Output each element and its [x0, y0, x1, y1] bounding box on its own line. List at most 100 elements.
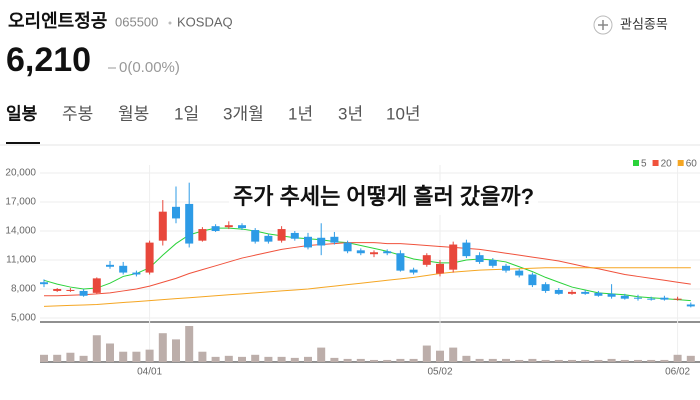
volume-bar	[119, 351, 128, 362]
candle-body	[568, 291, 576, 294]
volume-bar	[581, 359, 590, 362]
candle-body	[185, 203, 194, 244]
volume-bar	[356, 358, 365, 362]
watch-button[interactable]: 관심종목	[593, 15, 668, 35]
volume-bar	[660, 359, 669, 362]
volume-bar	[396, 358, 405, 362]
candle-body	[290, 232, 299, 239]
candle-body	[528, 274, 537, 286]
volume-bar	[40, 354, 48, 362]
volume-bar	[290, 357, 299, 362]
candle-body	[53, 289, 62, 291]
volume-bar	[145, 349, 154, 362]
volume-bar	[92, 335, 101, 362]
market: KOSDAQ	[177, 14, 233, 29]
legend-label: 20	[661, 159, 673, 170]
period-tab[interactable]: 월봉	[118, 104, 149, 123]
candle-body	[119, 265, 128, 273]
candle-body	[106, 264, 114, 267]
period-tab[interactable]: 3년	[338, 104, 363, 123]
plus-sign	[598, 20, 608, 30]
volume-bar	[541, 359, 550, 362]
plus-icon	[593, 15, 613, 35]
volume-bar	[185, 326, 194, 362]
volume-bar	[607, 358, 616, 362]
period-tab[interactable]: 10년	[386, 104, 421, 123]
candle-body	[317, 237, 326, 246]
volume-bar	[462, 355, 471, 362]
candle-body	[594, 292, 603, 296]
candle-body	[686, 304, 695, 307]
volume-bar	[277, 356, 286, 362]
volume-bar	[475, 358, 484, 362]
candle-body	[634, 297, 642, 299]
title-background	[229, 181, 539, 215]
candle-body	[224, 225, 233, 228]
candle-body	[475, 255, 484, 262]
candle-body	[277, 229, 286, 241]
x-tick-label: 06/02	[665, 367, 690, 378]
candle-body	[436, 263, 444, 274]
candle-body	[304, 236, 312, 248]
candle-body	[92, 278, 101, 293]
moving-average-line	[43, 227, 691, 302]
stock-name: 오리엔트정공	[8, 11, 107, 31]
period-tab[interactable]: 1년	[288, 104, 313, 123]
x-tick-label: 04/01	[137, 367, 162, 378]
period-tab[interactable]: 주봉	[62, 104, 93, 123]
candle-body	[40, 282, 48, 285]
legend-swatch	[633, 160, 639, 166]
candle-body	[554, 289, 563, 294]
volume-bar	[106, 343, 114, 362]
legend-swatch	[652, 160, 659, 166]
volume-bar	[620, 359, 629, 362]
price: 6,210	[6, 41, 91, 79]
volume-bar	[264, 356, 273, 362]
candle-body	[251, 230, 260, 242]
candle-body	[211, 226, 220, 231]
volume-bar	[66, 352, 75, 362]
candle-body	[515, 270, 524, 276]
volume-bar	[647, 359, 656, 362]
period-tab[interactable]: 3개월	[223, 104, 264, 123]
volume-bar	[594, 359, 603, 362]
volume-bar	[251, 354, 260, 362]
volume-bar	[132, 351, 141, 362]
volume-bar	[224, 355, 233, 362]
volume-bar	[53, 354, 62, 362]
volume-bar	[211, 356, 220, 362]
x-tick-label: 05/02	[427, 367, 452, 378]
candle-body	[383, 251, 392, 254]
volume-bar	[449, 347, 458, 362]
candle-body	[660, 297, 669, 300]
y-tick-label: 17,000	[5, 197, 36, 208]
chart: 5,000 8,000 11,000 14,000 17,000 20,000 04/01 0…	[5, 159, 700, 378]
volume-bar	[686, 355, 695, 362]
candle-body	[343, 242, 352, 252]
y-tick-label: 11,000	[6, 255, 36, 266]
period-tab[interactable]: 일봉	[6, 104, 38, 123]
candle-body	[673, 298, 682, 300]
separator-dot	[168, 21, 172, 25]
volume-bar	[422, 345, 431, 362]
candle-body	[264, 235, 273, 242]
candle-body	[449, 244, 458, 270]
candle-body	[541, 284, 550, 291]
volume-bar	[673, 354, 682, 362]
y-tick-label: 8,000	[11, 284, 36, 295]
candle-body	[132, 272, 141, 275]
volume-bar	[409, 358, 418, 362]
volume-bar	[330, 357, 339, 362]
volume-bar	[198, 351, 207, 362]
volume-bar	[515, 359, 524, 362]
volume-bar	[568, 359, 576, 362]
candle-body	[620, 295, 629, 299]
volume-bar	[528, 358, 537, 362]
volume-bar	[79, 355, 88, 362]
volume-bar	[370, 359, 378, 362]
period-tab[interactable]: 1일	[174, 104, 199, 123]
volume-bar	[304, 356, 312, 362]
volume-bar	[238, 356, 246, 362]
y-tick-label: 5,000	[11, 313, 36, 324]
